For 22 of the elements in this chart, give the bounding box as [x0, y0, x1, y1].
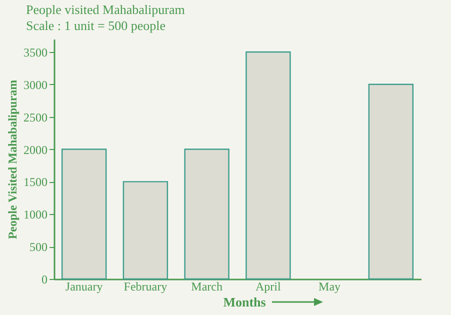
x-tick-label: April	[256, 280, 282, 294]
y-tick-label: 1000	[24, 208, 48, 222]
x-axis-title: Months	[223, 294, 266, 310]
x-tick-label: January	[65, 280, 103, 294]
x-tick-label: March	[191, 280, 222, 294]
bar	[122, 181, 168, 280]
y-axis-title: People Visited Mahabalipuram	[6, 80, 20, 240]
y-tick-label: 3500	[24, 45, 48, 60]
y-tick-label: 0	[42, 272, 48, 286]
x-tick-label: May	[318, 280, 341, 294]
x-tick-label: February	[124, 280, 168, 294]
chart-title: People visited Mahabalipuram	[26, 2, 185, 17]
y-tick-label: 500	[30, 240, 48, 254]
y-tick-label: 1500	[24, 175, 48, 190]
y-tick-label: 2000	[24, 142, 48, 157]
y-tick-label: 3000	[24, 78, 48, 92]
bar	[246, 51, 291, 280]
bar	[368, 84, 414, 280]
bar	[61, 148, 107, 280]
chart-subtitle: Scale : 1 unit = 500 people	[26, 18, 166, 33]
bar	[184, 148, 230, 280]
y-tick-label: 2500	[24, 110, 48, 124]
